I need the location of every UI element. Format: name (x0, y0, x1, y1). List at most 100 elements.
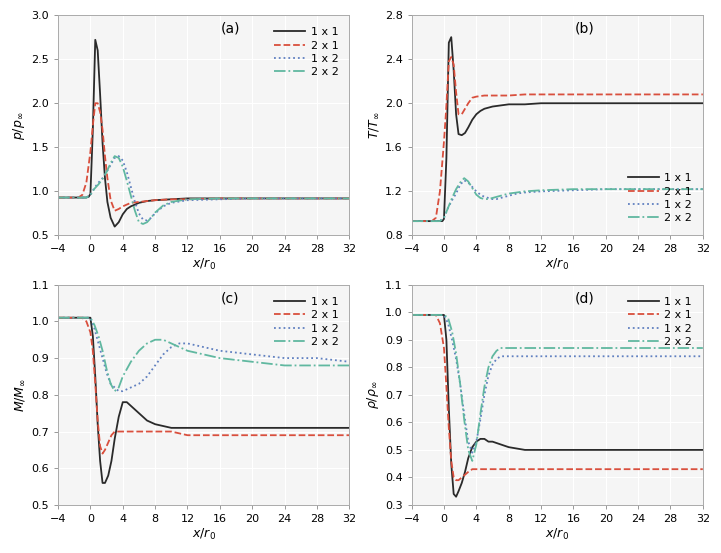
1 x 2 (159, 203, 167, 210)
2 x 2 (183, 347, 192, 354)
2 x 2 (407, 218, 416, 225)
2 x 1 (115, 206, 123, 212)
1 x 1 (488, 439, 497, 445)
1 x 1 (521, 101, 529, 108)
2 x 1 (54, 315, 63, 321)
2 x 2 (248, 358, 257, 365)
2 x 1 (54, 194, 63, 201)
1 x 1 (54, 315, 63, 321)
1 x 1 (123, 206, 131, 212)
2 x 2 (82, 315, 91, 321)
1 x 2 (480, 392, 489, 398)
1 x 1 (91, 373, 99, 380)
2 x 1 (74, 194, 83, 201)
1 x 2 (126, 384, 135, 391)
2 x 1 (423, 312, 432, 319)
2 x 1 (96, 443, 105, 450)
2 x 1 (440, 138, 448, 145)
1 x 1 (488, 103, 497, 110)
1 x 2 (492, 196, 501, 202)
1 x 2 (452, 190, 461, 197)
2 x 1 (101, 447, 110, 453)
2 x 2 (435, 218, 444, 225)
2 x 1 (104, 439, 112, 446)
2 x 1 (313, 195, 322, 202)
2 x 2 (86, 191, 94, 198)
1 x 1 (438, 218, 447, 225)
2 x 1 (135, 199, 143, 205)
2 x 1 (151, 197, 159, 204)
1 x 2 (569, 187, 578, 194)
2 x 1 (496, 466, 505, 472)
2 x 2 (248, 195, 257, 202)
2 x 2 (536, 345, 545, 351)
2 x 1 (82, 179, 91, 186)
2 x 1 (143, 428, 151, 435)
2 x 2 (110, 153, 119, 159)
1 x 1 (89, 126, 97, 133)
2 x 1 (634, 91, 642, 98)
2 x 2 (345, 362, 353, 369)
2 x 1 (496, 92, 505, 99)
1 x 2 (464, 439, 472, 445)
Line: 1 x 1: 1 x 1 (412, 37, 703, 221)
2 x 2 (569, 186, 578, 192)
2 x 2 (135, 347, 143, 354)
2 x 2 (216, 355, 224, 362)
2 x 2 (82, 194, 91, 201)
2 x 2 (280, 195, 289, 202)
2 x 2 (106, 160, 115, 166)
1 x 1 (472, 111, 481, 118)
1 x 2 (513, 353, 521, 359)
1 x 2 (110, 384, 119, 391)
1 x 2 (106, 380, 115, 387)
1 x 1 (216, 195, 224, 202)
1 x 2 (102, 169, 111, 175)
2 x 2 (456, 380, 464, 387)
Line: 2 x 2: 2 x 2 (58, 318, 349, 391)
2 x 1 (457, 111, 466, 118)
1 x 1 (634, 447, 642, 453)
2 x 2 (513, 345, 521, 351)
2 x 2 (480, 196, 489, 202)
1 x 2 (345, 358, 353, 365)
Line: 1 x 1: 1 x 1 (58, 318, 349, 483)
2 x 2 (345, 195, 353, 202)
1 x 1 (444, 39, 453, 46)
Y-axis label: $M/M_\infty$: $M/M_\infty$ (13, 378, 27, 412)
2 x 1 (442, 102, 451, 109)
2 x 1 (521, 91, 529, 98)
1 x 1 (131, 406, 139, 413)
1 x 2 (183, 340, 192, 347)
1 x 1 (480, 106, 489, 112)
1 x 2 (183, 197, 192, 204)
1 x 2 (118, 157, 127, 164)
2 x 2 (601, 345, 610, 351)
1 x 1 (96, 91, 105, 98)
1 x 2 (102, 369, 111, 376)
1 x 1 (452, 111, 461, 118)
2 x 2 (115, 154, 123, 161)
1 x 1 (84, 315, 93, 321)
1 x 1 (447, 460, 456, 467)
Text: (c): (c) (221, 291, 239, 305)
2 x 2 (484, 196, 492, 202)
2 x 2 (634, 186, 642, 192)
2 x 2 (521, 188, 529, 195)
1 x 2 (699, 186, 707, 192)
2 x 1 (452, 89, 461, 96)
Line: 2 x 1: 2 x 1 (412, 315, 703, 480)
2 x 2 (513, 189, 521, 196)
1 x 1 (464, 455, 472, 462)
2 x 1 (666, 91, 675, 98)
2 x 2 (601, 186, 610, 192)
2 x 1 (464, 100, 472, 107)
2 x 1 (280, 195, 289, 202)
1 x 1 (461, 468, 469, 475)
1 x 1 (634, 100, 642, 107)
1 x 1 (601, 100, 610, 107)
2 x 2 (110, 388, 119, 394)
2 x 2 (167, 199, 176, 205)
1 x 2 (86, 191, 94, 198)
1 x 2 (199, 344, 208, 351)
